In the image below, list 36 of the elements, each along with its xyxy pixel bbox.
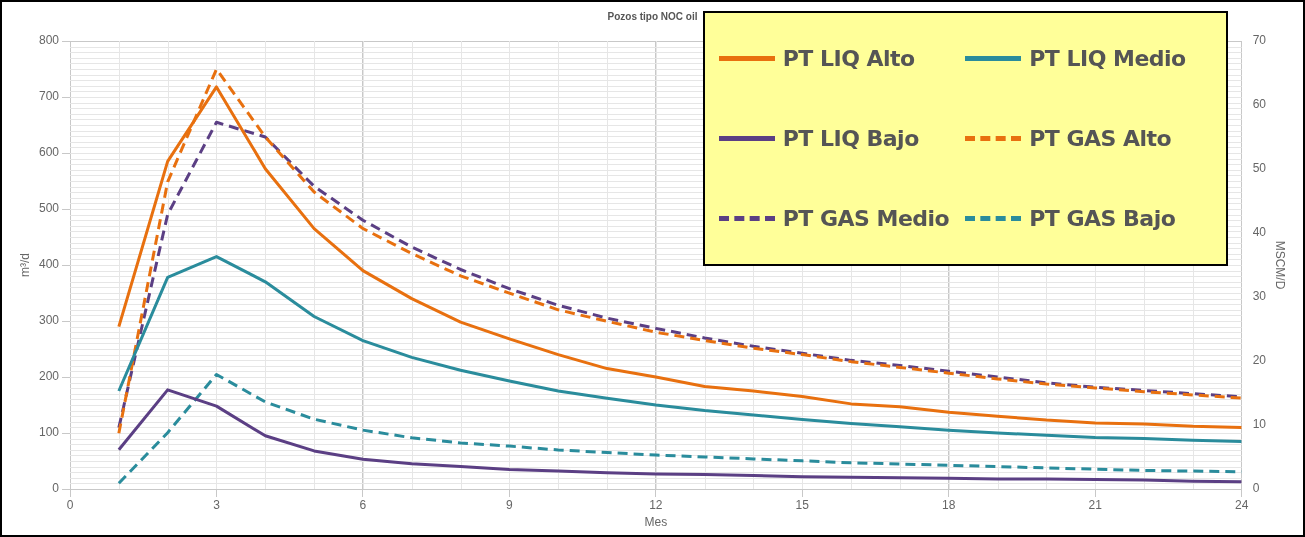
x-tick-label: 9 bbox=[506, 498, 514, 513]
legend-label: PT GAS Bajo bbox=[1029, 205, 1176, 231]
y2-tick-label: 70 bbox=[1252, 33, 1267, 48]
y-tick-label: 0 bbox=[52, 481, 60, 496]
y-tick-label: 500 bbox=[38, 201, 60, 216]
y-tick-label: 600 bbox=[38, 145, 60, 160]
chart-title: Pozos tipo NOC oil bbox=[607, 10, 698, 22]
y-tick-label: 300 bbox=[38, 313, 60, 328]
legend-label: PT GAS Medio bbox=[782, 205, 950, 231]
y-tick-label: 100 bbox=[38, 425, 60, 440]
y-tick-label: 800 bbox=[38, 33, 60, 48]
y2-tick-label: 20 bbox=[1252, 353, 1267, 368]
x-tick-label: 0 bbox=[66, 498, 74, 513]
y2-tick-label: 50 bbox=[1252, 161, 1267, 176]
legend-label: PT LIQ Alto bbox=[782, 46, 915, 72]
y2-tick-label: 40 bbox=[1252, 225, 1267, 240]
y-tick-label: 700 bbox=[38, 89, 60, 104]
y2-axis-title: MSCM/D bbox=[1272, 240, 1287, 290]
y-axis-title: m³/d bbox=[18, 253, 33, 277]
y-tick-label: 400 bbox=[38, 257, 60, 272]
x-axis-title: Mes bbox=[644, 515, 668, 530]
y2-tick-label: 30 bbox=[1252, 289, 1267, 304]
legend-label: PT GAS Alto bbox=[1029, 125, 1172, 151]
x-tick-label: 15 bbox=[795, 498, 810, 513]
x-tick-label: 24 bbox=[1234, 498, 1249, 513]
x-tick-label: 3 bbox=[213, 498, 221, 513]
x-tick-label: 21 bbox=[1088, 498, 1103, 513]
x-tick-label: 6 bbox=[359, 498, 367, 513]
y2-tick-label: 10 bbox=[1252, 417, 1267, 432]
x-tick-label: 12 bbox=[649, 498, 663, 513]
legend-label: PT LIQ Medio bbox=[1029, 46, 1186, 72]
y2-tick-label: 60 bbox=[1252, 97, 1267, 112]
x-tick-label: 18 bbox=[942, 498, 956, 513]
y-tick-label: 200 bbox=[38, 369, 60, 384]
legend-label: PT LIQ Bajo bbox=[782, 125, 919, 151]
y2-tick-label: 0 bbox=[1252, 481, 1260, 496]
